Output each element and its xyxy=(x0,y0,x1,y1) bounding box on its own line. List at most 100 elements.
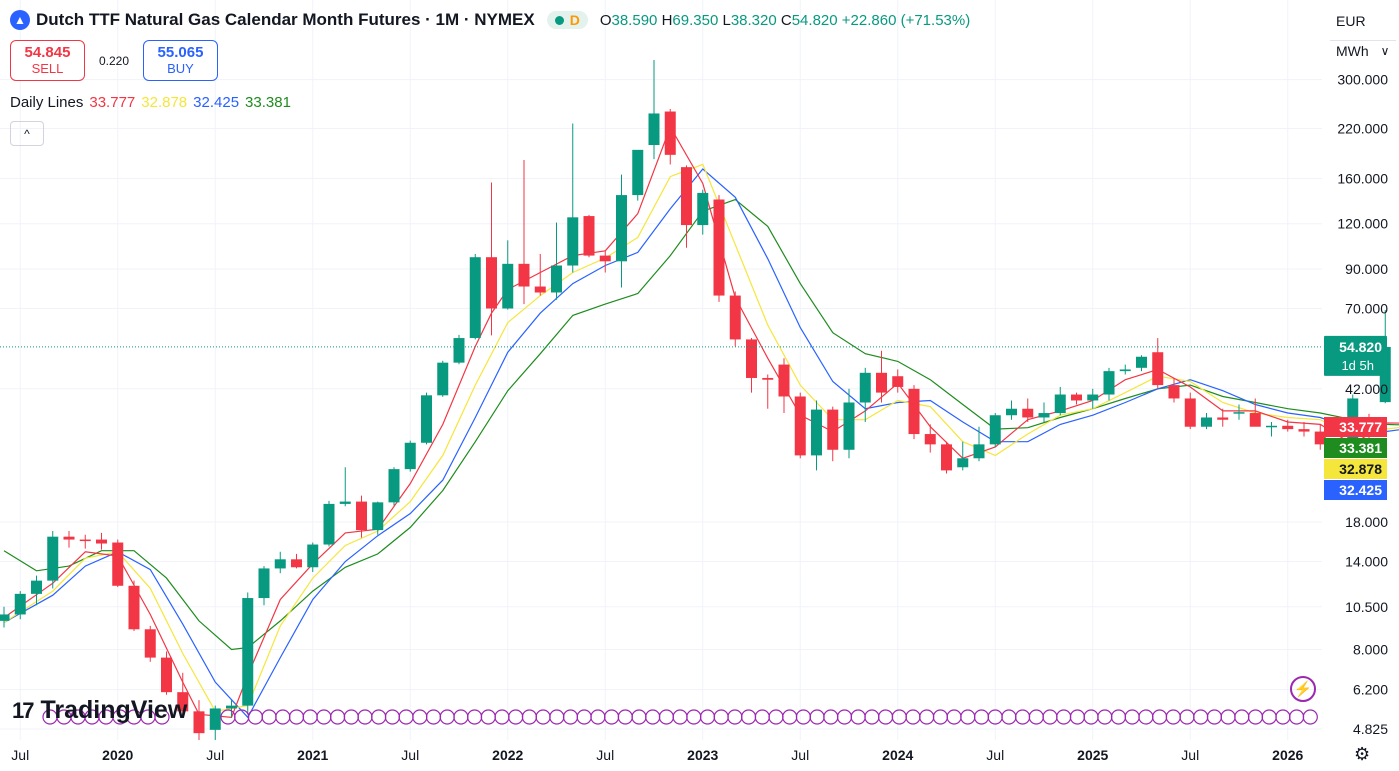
candle-body xyxy=(388,469,400,503)
candle xyxy=(729,291,741,347)
event-marker xyxy=(480,709,496,725)
candle-body xyxy=(534,286,546,293)
candle xyxy=(1233,404,1245,420)
buy-button[interactable]: 55.065 BUY xyxy=(143,40,218,81)
candle xyxy=(291,553,302,569)
candle-body xyxy=(908,388,920,435)
y-tick-label: 14.000 xyxy=(1345,554,1388,570)
event-marker xyxy=(1151,709,1168,725)
event-marker xyxy=(1179,709,1195,725)
chevron-down-icon: ∨ xyxy=(1380,44,1390,58)
event-marker xyxy=(521,709,538,725)
candle xyxy=(859,367,871,423)
last-price-tag-bg xyxy=(1324,335,1387,376)
candle xyxy=(1038,402,1050,423)
event-marker xyxy=(782,709,798,725)
candle-body xyxy=(664,111,676,155)
market-status[interactable]: D xyxy=(546,11,588,29)
event-marker xyxy=(590,709,606,725)
indicator-legend[interactable]: Daily Lines 33.777 32.878 32.425 33.381 xyxy=(10,94,291,111)
candle xyxy=(518,159,530,305)
chart-header: ▲ Dutch TTF Natural Gas Calendar Month F… xyxy=(10,8,970,32)
candle xyxy=(226,700,237,718)
x-tick-label: 2020 xyxy=(102,747,133,763)
candle-body xyxy=(1136,356,1147,368)
candle xyxy=(1071,392,1082,405)
gear-icon[interactable]: ⚙ xyxy=(1354,744,1371,764)
event-marker xyxy=(946,709,962,725)
candle xyxy=(632,149,644,201)
flame-icon[interactable]: ▲ xyxy=(10,10,30,30)
currency-select[interactable]: EUR xyxy=(1336,13,1366,29)
candle xyxy=(778,358,790,414)
event-marker xyxy=(631,709,647,725)
event-marker xyxy=(302,709,318,725)
x-tick-label: 2026 xyxy=(1272,747,1303,763)
candle xyxy=(161,651,172,695)
candle-body xyxy=(144,629,156,658)
candle xyxy=(989,413,1001,448)
candle-body xyxy=(1298,429,1310,432)
event-marker xyxy=(932,709,949,725)
candle xyxy=(453,334,465,365)
lightning-icon[interactable]: ⚡ xyxy=(1290,676,1316,702)
event-marker xyxy=(1247,709,1264,725)
candle-body xyxy=(209,708,221,730)
event-marker xyxy=(836,709,853,725)
price-tag-bg xyxy=(1324,480,1387,500)
indicator-value-green: 33.381 xyxy=(245,94,291,111)
price-tag: 32.425 xyxy=(1324,480,1387,500)
candle xyxy=(47,531,59,589)
candle xyxy=(486,182,497,336)
unit-divider xyxy=(1330,40,1396,41)
candle xyxy=(664,108,676,165)
indicator-value-yellow: 32.878 xyxy=(141,94,188,111)
last-price-label: 54.820 xyxy=(1339,339,1382,355)
event-marker xyxy=(343,709,359,725)
candle-body xyxy=(599,255,611,262)
candle xyxy=(1217,408,1229,427)
event-marker xyxy=(1069,709,1086,725)
event-marker xyxy=(549,709,565,725)
price-tag-label: 33.381 xyxy=(1339,440,1382,456)
candle-body xyxy=(1038,413,1050,418)
candle-body xyxy=(469,257,481,339)
x-tick-label: Jul xyxy=(791,747,809,763)
event-marker xyxy=(261,709,277,725)
event-marker xyxy=(795,709,812,725)
candle xyxy=(1087,388,1099,409)
sell-button[interactable]: 54.845 SELL xyxy=(10,40,85,81)
candle-body xyxy=(713,199,725,296)
event-marker xyxy=(275,709,291,725)
collapse-legend-button[interactable]: ^ xyxy=(10,121,44,146)
candle-body xyxy=(973,444,985,459)
event-marker xyxy=(494,709,510,725)
candle xyxy=(973,426,985,462)
candle-body xyxy=(14,593,26,615)
candle-body xyxy=(859,372,871,403)
event-marker xyxy=(1193,709,1209,725)
y-tick-label: 8.000 xyxy=(1353,642,1388,658)
candle xyxy=(1201,413,1212,430)
symbol-title[interactable]: Dutch TTF Natural Gas Calendar Month Fut… xyxy=(36,10,535,29)
candle-body xyxy=(1119,369,1131,372)
candle xyxy=(258,566,270,606)
event-marker xyxy=(864,709,880,725)
unit-select[interactable]: MWh ∨ xyxy=(1336,43,1390,59)
event-marker xyxy=(1288,709,1305,725)
candle xyxy=(469,253,481,340)
candle-body xyxy=(339,501,351,504)
high-value: 69.350 xyxy=(672,11,719,29)
event-marker xyxy=(1124,709,1140,725)
candle xyxy=(794,392,806,459)
candle xyxy=(356,495,367,538)
candle xyxy=(372,501,384,535)
candle xyxy=(96,532,107,550)
candle xyxy=(242,592,254,715)
data-delay-chip: D xyxy=(569,12,580,28)
candle xyxy=(404,440,416,472)
candle xyxy=(1266,422,1277,437)
tradingview-logo: 17 TradingView xyxy=(12,696,188,724)
candle xyxy=(924,424,936,453)
